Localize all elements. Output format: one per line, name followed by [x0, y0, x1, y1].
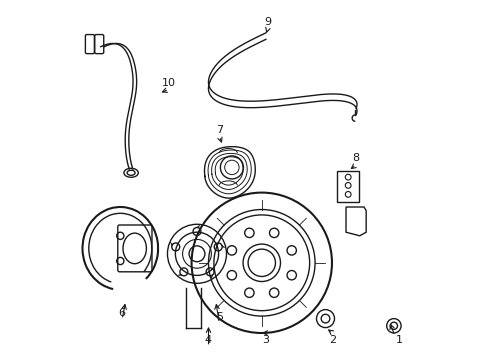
- Text: 5: 5: [215, 312, 223, 322]
- Text: 9: 9: [264, 17, 271, 27]
- Text: 10: 10: [162, 78, 176, 88]
- Text: 7: 7: [215, 125, 223, 135]
- Text: 6: 6: [119, 308, 125, 318]
- Text: 8: 8: [352, 153, 359, 163]
- Text: 1: 1: [395, 335, 402, 345]
- Text: 2: 2: [328, 335, 336, 345]
- Bar: [337, 171, 358, 202]
- Text: 4: 4: [204, 335, 212, 345]
- Text: 3: 3: [262, 335, 269, 345]
